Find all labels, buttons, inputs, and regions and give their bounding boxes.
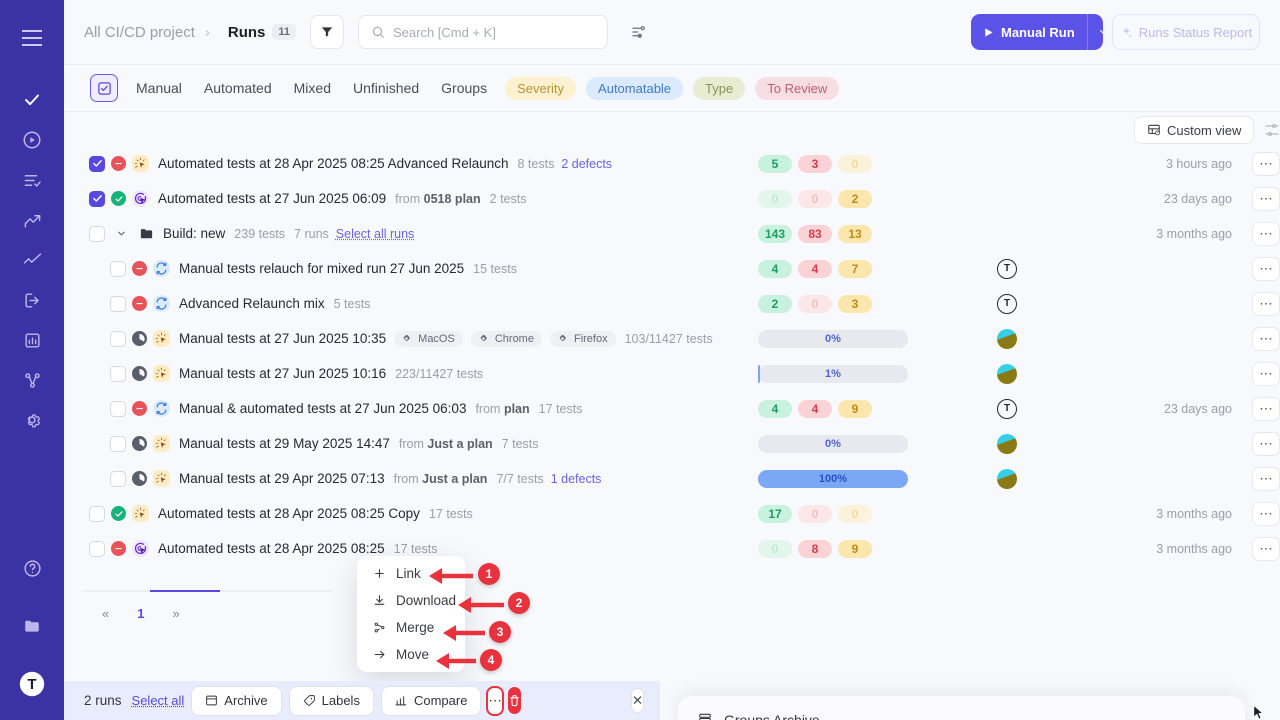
svg-text:T: T xyxy=(27,676,36,693)
